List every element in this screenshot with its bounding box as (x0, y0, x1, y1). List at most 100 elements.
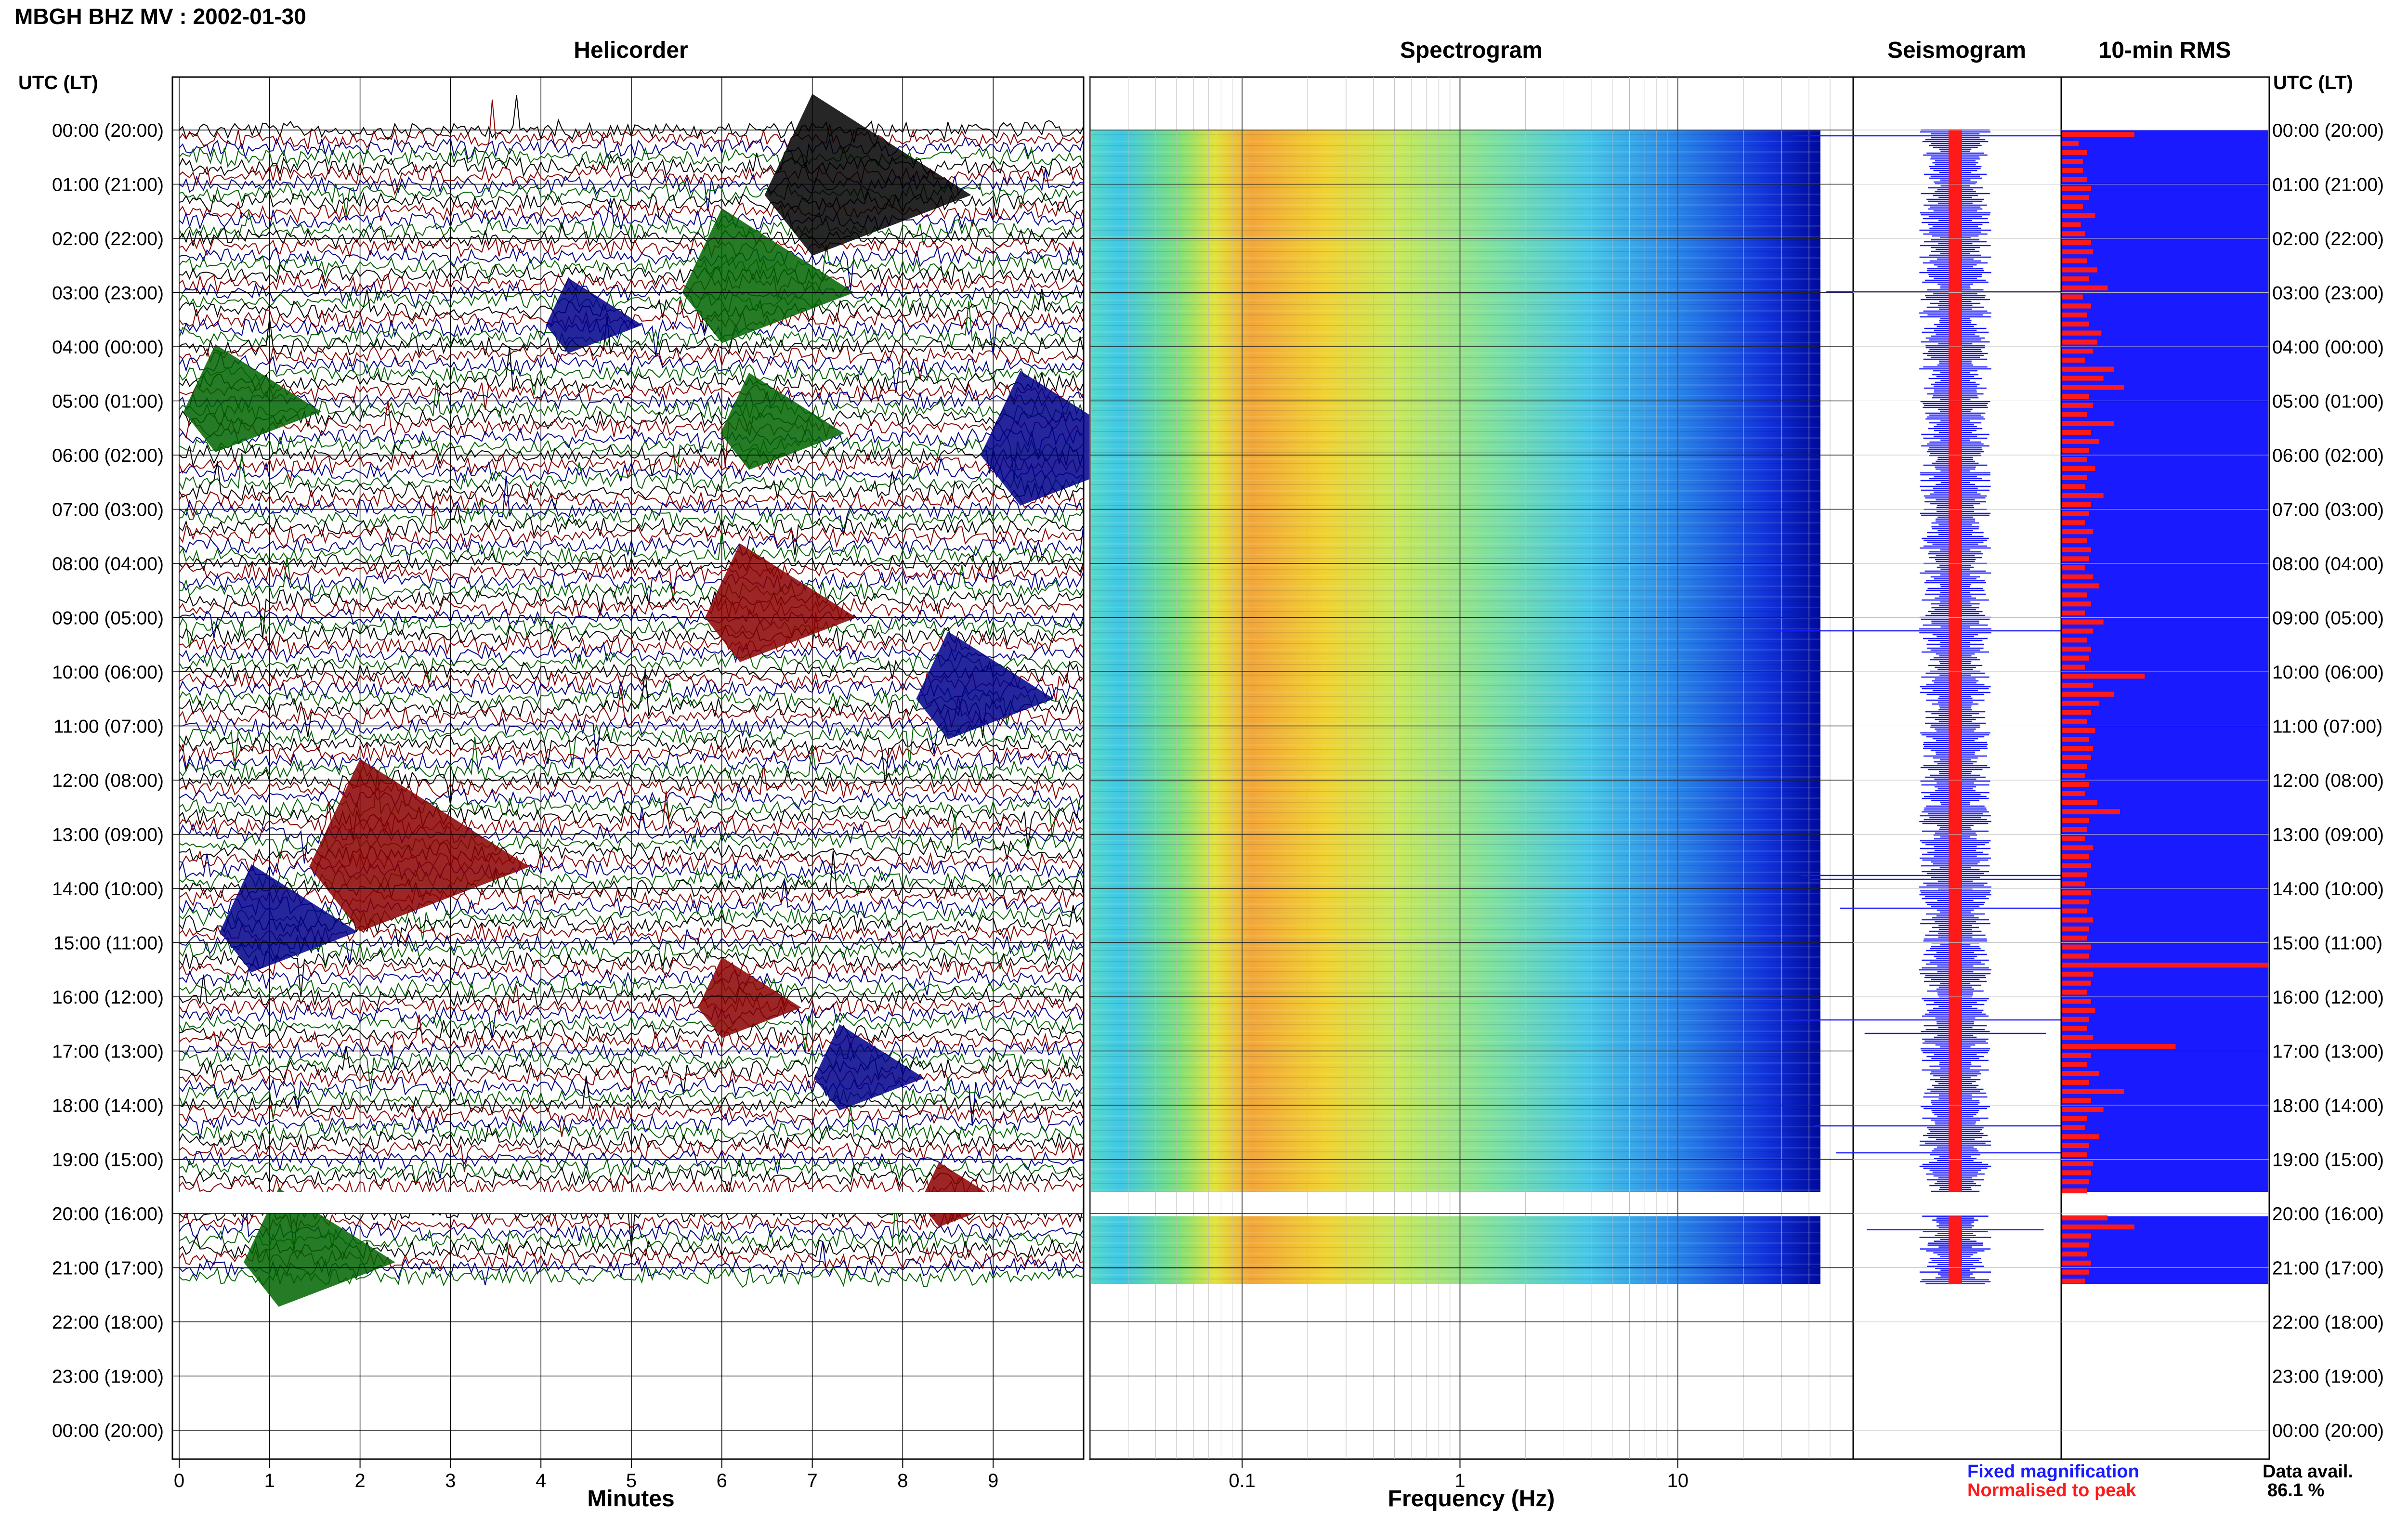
helicorder-trace (179, 389, 1084, 413)
helicorder-trace (179, 453, 1084, 494)
helicorder-trace (179, 452, 1084, 483)
rms-bar (2062, 827, 2087, 833)
rms-bar (2062, 393, 2089, 399)
row-label-left: 14:00 (10:00) (52, 879, 164, 900)
rms-bar (2062, 583, 2099, 588)
rms-bar (2062, 1035, 2094, 1040)
spectrogram-texture (1091, 130, 1820, 1192)
rms-bar (2062, 1252, 2087, 1257)
helicorder-trace (179, 887, 1084, 910)
helicorder-trace (179, 612, 1084, 656)
figure-title: MBGH BHZ MV : 2002-01-30 (14, 4, 306, 29)
helicorder-trace (179, 457, 1084, 483)
rms-bar (2062, 520, 2085, 525)
rms-bar (2062, 963, 2268, 968)
rms-bar (2062, 665, 2085, 670)
helicorder-event (220, 864, 358, 972)
rms-bar (2062, 276, 2089, 282)
rms-bar (2062, 484, 2085, 489)
rms-bar (2062, 457, 2087, 462)
row-labels: 00:00 (20:00) 00:00 (20:00) 01:00 (21:00) 0… (52, 120, 2384, 1441)
minutes-tick-label: 4 (536, 1470, 546, 1491)
helicorder-trace (179, 768, 1084, 805)
helicorder-trace (179, 1112, 1084, 1140)
row-label-left: 23:00 (19:00) (52, 1367, 164, 1387)
helicorder-trace (179, 300, 1084, 349)
helicorder-trace (179, 984, 1084, 1017)
helicorder-trace (179, 652, 1084, 682)
helicorder-event (183, 344, 322, 452)
row-label-left: 01:00 (21:00) (52, 175, 164, 196)
rms-plot (2060, 76, 2270, 1460)
helicorder-event (546, 278, 642, 353)
helicorder-data-gap (173, 1192, 1083, 1214)
rms-bar (2062, 1161, 2094, 1166)
rms-bar (2062, 601, 2091, 607)
row-label-right: 07:00 (03:00) (2272, 500, 2384, 521)
rms-bar (2062, 1152, 2087, 1158)
helicorder-trace (179, 503, 1084, 548)
spectrogram-panel-title: Spectrogram (1400, 38, 1543, 63)
rms-bar (2062, 430, 2091, 435)
seismogram-plot (1774, 76, 2136, 1460)
rms-bar (2062, 692, 2114, 697)
frequency-tick-label: 1 (1454, 1470, 1465, 1491)
rms-bar (2062, 168, 2083, 173)
rms-bar (2062, 1017, 2089, 1022)
helicorder-event (698, 957, 801, 1038)
rms-bar (2062, 800, 2097, 805)
helicorder-trace (179, 783, 1084, 819)
rms-bar (2062, 195, 2089, 200)
rms-bar (2062, 638, 2087, 643)
rms-bar (2062, 303, 2091, 309)
rms-bar (2062, 674, 2145, 679)
rms-bar (2062, 249, 2094, 255)
helicorder-trace (179, 570, 1084, 604)
helicorder-trace (179, 597, 1084, 620)
helicorder-trace (179, 245, 1084, 283)
rms-bar (2062, 1242, 2089, 1248)
rms-bar (2062, 1188, 2087, 1194)
rms-bar (2062, 1089, 2124, 1094)
row-label-left: 04:00 (00:00) (52, 337, 164, 358)
row-label-left: 15:00 (11:00) (53, 933, 164, 954)
row-label-right: 01:00 (21:00) (2272, 175, 2384, 196)
row-label-right: 03:00 (23:00) (2272, 283, 2384, 304)
rms-bar (2062, 538, 2087, 544)
rms-bar (2062, 718, 2087, 724)
rms-bar (2062, 737, 2089, 742)
row-label-right: 11:00 (07:00) (2272, 717, 2382, 737)
rms-bar (2062, 240, 2091, 246)
utc-label-left: UTC (LT) (18, 72, 98, 93)
rms-bar (2062, 655, 2089, 661)
helicorder-trace (179, 750, 1084, 774)
rms-bar (2062, 701, 2099, 706)
helicorder-trace (179, 1046, 1084, 1095)
rms-bar (2062, 791, 2085, 796)
helicorder-trace (179, 949, 1084, 997)
rms-bar (2062, 213, 2095, 219)
helicorder-trace (179, 484, 1084, 518)
rms-bar (2062, 132, 2134, 137)
rms-bar (2062, 1170, 2091, 1175)
rms-panel-title: 10-min RMS (2099, 38, 2231, 63)
axis-ticks: 0 1 2 3 4 5 6 7 8 9 0.1 1 10 (174, 1459, 1688, 1491)
legend-normalised-to-peak: Normalised to peak (1967, 1480, 2136, 1501)
helicorder-trace (179, 498, 1084, 530)
rms-bar (2062, 1269, 2089, 1275)
helicorder-trace (179, 557, 1084, 602)
row-label-left: 19:00 (15:00) (52, 1150, 164, 1171)
rms-bar (2062, 574, 2094, 580)
row-label-left: 10:00 (06:00) (52, 662, 164, 683)
row-label-right: 09:00 (05:00) (2272, 608, 2384, 629)
helicorder-trace (179, 736, 1084, 783)
rms-bar (2062, 1044, 2176, 1049)
rms-bar (2062, 321, 2089, 327)
rms-bar (2062, 1215, 2108, 1221)
helicorder-trace (179, 615, 1084, 648)
helicorder-trace (179, 345, 1084, 379)
rms-bar (2062, 186, 2091, 191)
helicorder-trace (179, 505, 1084, 555)
helicorder-trace (179, 880, 1084, 919)
